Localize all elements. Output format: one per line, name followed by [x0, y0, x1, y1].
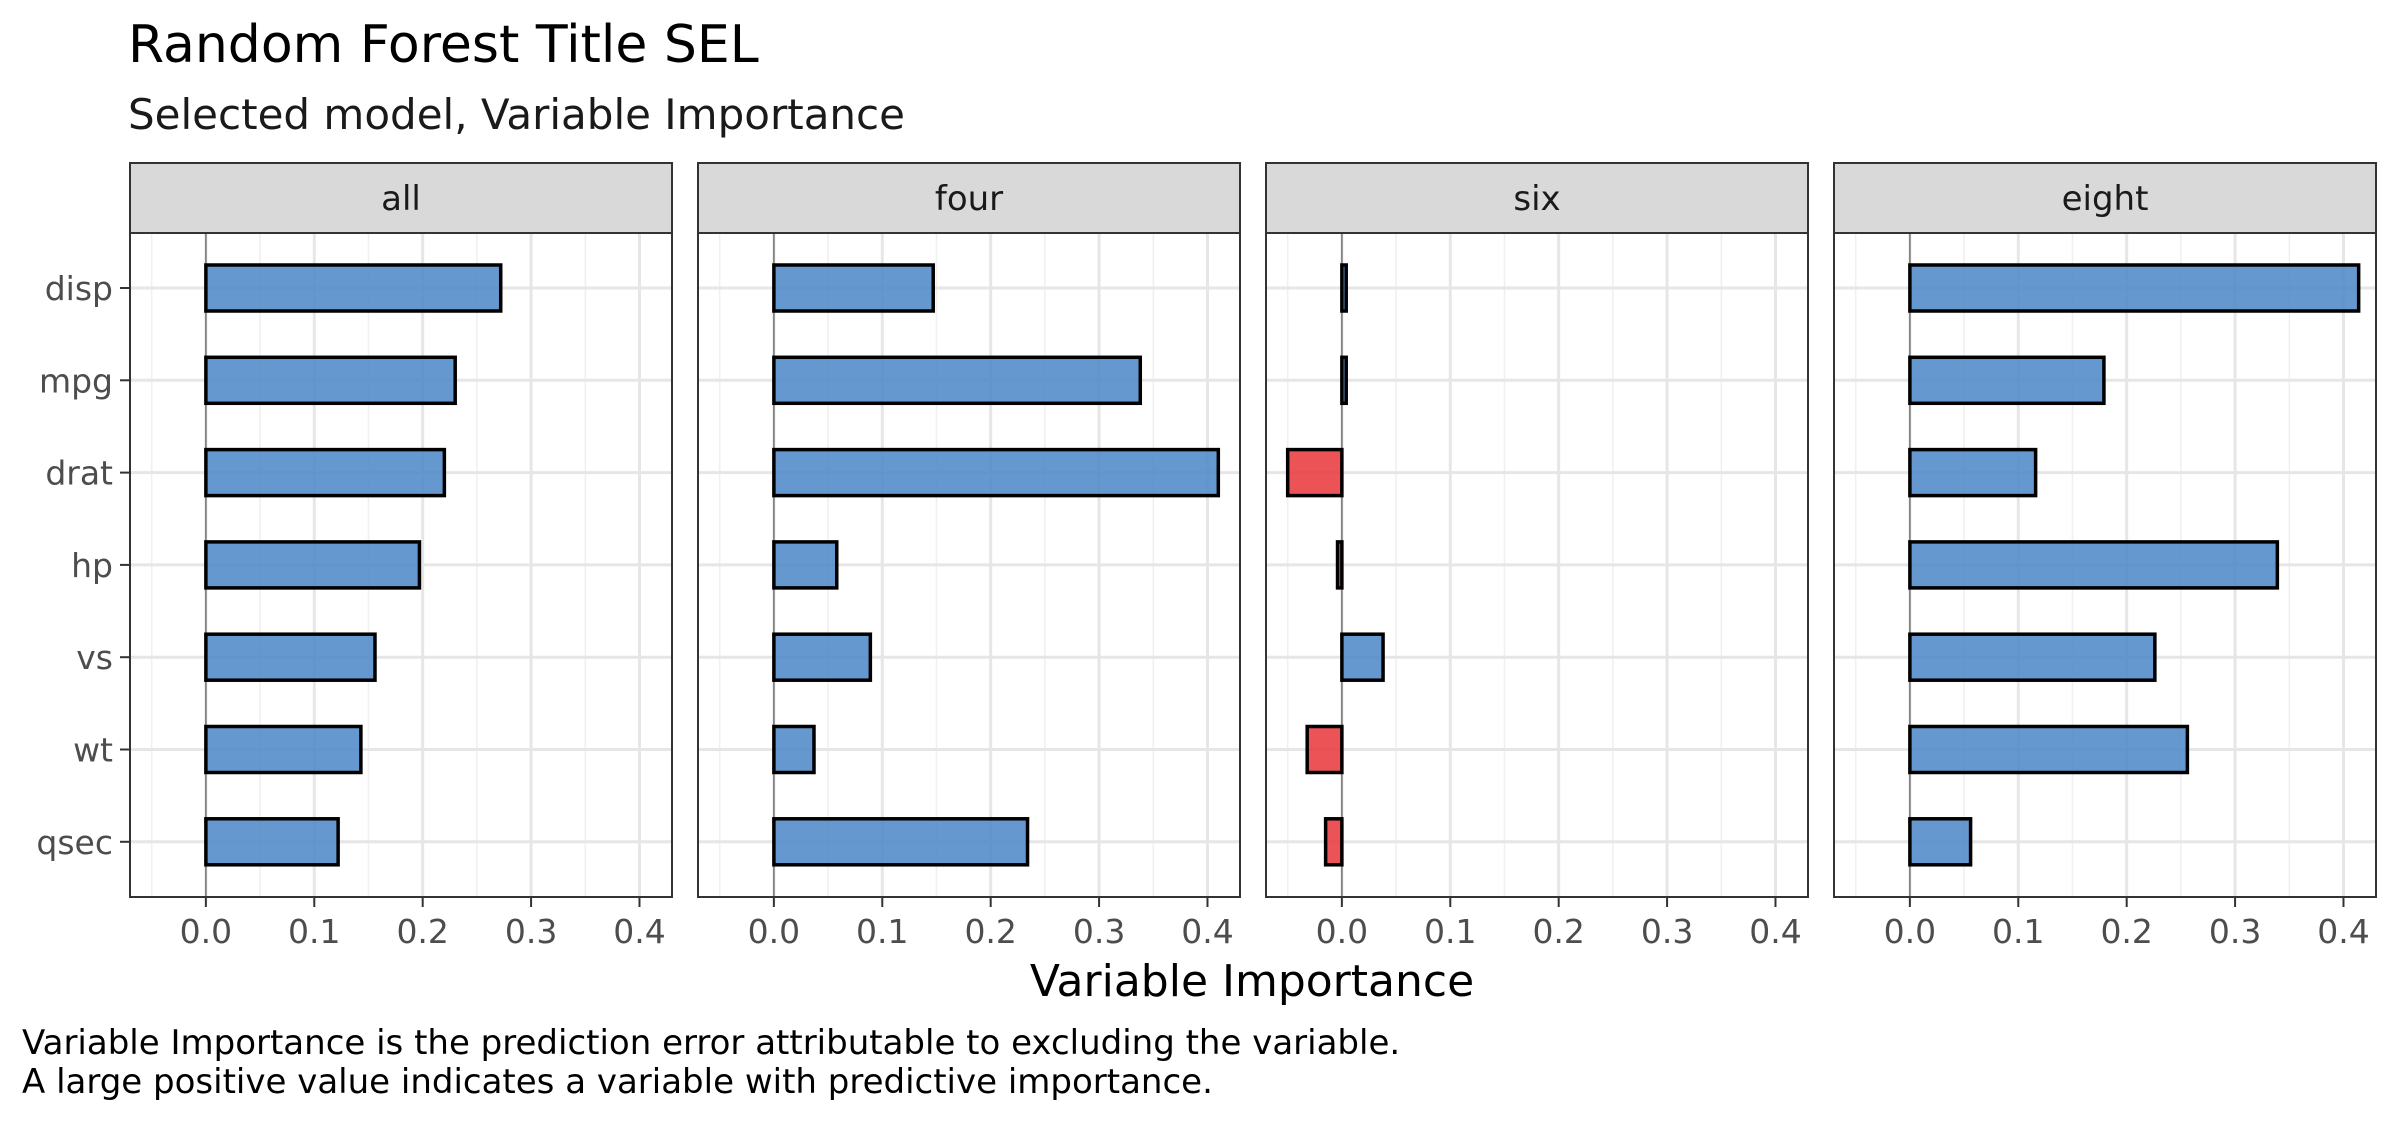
x-tick-label: 0.4	[613, 912, 665, 951]
panel-eight: eight 0.0 0.1 0.2 0.3 0.4	[1833, 162, 2377, 951]
x-tick-label: 0.1	[1992, 912, 2044, 951]
x-tick-label: 0.2	[396, 912, 448, 951]
bar-six-vs	[1340, 632, 1385, 682]
x-tick-label: 0.2	[964, 912, 1016, 951]
x-tick-label: 0.4	[2317, 912, 2369, 951]
bar-all-mpg	[204, 355, 457, 406]
bar-all-hp	[204, 540, 422, 590]
y-tick-label-disp: disp	[45, 269, 113, 308]
x-tick-label: 0.2	[1532, 912, 1584, 951]
strip-label-all: all	[381, 179, 421, 219]
x-tick-label: 0.1	[288, 912, 340, 951]
bar-eight-wt	[1908, 724, 2190, 775]
panel-six: six 0.0 0.1 0.2 0.3 0.4	[1265, 162, 1809, 951]
y-tick-label-hp: hp	[71, 546, 113, 585]
x-tick-label: 0.0	[180, 912, 232, 951]
x-tick-label: 0.0	[748, 912, 800, 951]
x-tick-label: 0.1	[1424, 912, 1476, 951]
chart-subtitle: Selected model, Variable Importance	[128, 90, 905, 139]
y-tick-label-qsec: qsec	[36, 823, 113, 862]
bar-eight-disp	[1908, 263, 2361, 313]
x-tick-label: 0.3	[505, 912, 557, 951]
bar-all-vs	[204, 632, 377, 682]
strip-six	[1265, 162, 1809, 234]
x-tick-label: 0.0	[1884, 912, 1936, 951]
y-tick-label-vs: vs	[76, 638, 113, 677]
x-tick-label: 0.3	[1641, 912, 1693, 951]
caption-line-1: Variable Importance is the prediction er…	[22, 1023, 1400, 1063]
strip-all	[129, 162, 673, 234]
x-tick-label: 0.4	[1181, 912, 1233, 951]
strip-four	[697, 162, 1241, 234]
bar-four-vs	[772, 632, 873, 682]
x-tick-label: 0.2	[2100, 912, 2152, 951]
x-tick-label: 0.4	[1749, 912, 1801, 951]
bar-eight-hp	[1908, 540, 2280, 590]
bar-six-disp	[1340, 263, 1348, 313]
y-tick-label-drat: drat	[45, 454, 113, 493]
bar-four-mpg	[772, 355, 1143, 406]
x-tick-label: 0.3	[2209, 912, 2261, 951]
panel-all: all 0.0 0.1 0.2 0.3 0.4	[129, 162, 673, 951]
bar-four-qsec	[772, 817, 1030, 867]
bar-all-wt	[204, 724, 363, 775]
strip-label-six: six	[1513, 179, 1560, 219]
caption-line-2: A large positive value indicates a varia…	[22, 1062, 1213, 1102]
y-tick-label-wt: wt	[73, 731, 113, 770]
panel-four: four 0.0 0.1 0.2 0.3 0.4	[697, 162, 1241, 951]
bar-eight-drat	[1908, 447, 2038, 498]
bar-six-wt	[1305, 724, 1344, 775]
y-tick-label-mpg: mpg	[39, 361, 113, 400]
strip-eight	[1833, 162, 2377, 234]
bar-six-hp	[1335, 540, 1344, 590]
bar-eight-mpg	[1908, 355, 2106, 406]
bar-six-qsec	[1323, 817, 1344, 867]
bar-six-drat	[1285, 447, 1344, 498]
y-axis-labels: disp mpg drat hp vs wt qsec	[36, 269, 130, 862]
bar-eight-vs	[1908, 632, 2157, 682]
bar-six-mpg	[1340, 355, 1348, 406]
bar-four-drat	[772, 447, 1221, 498]
bar-eight-qsec	[1908, 817, 1973, 867]
strip-label-four: four	[935, 179, 1003, 219]
bar-all-qsec	[204, 817, 340, 867]
bar-four-wt	[772, 724, 816, 775]
chart-title: Random Forest Title SEL	[128, 15, 759, 75]
x-tick-label: 0.3	[1073, 912, 1125, 951]
strip-label-eight: eight	[2062, 179, 2149, 219]
bar-all-disp	[204, 263, 503, 313]
x-tick-label: 0.0	[1316, 912, 1368, 951]
bar-four-hp	[772, 540, 839, 590]
x-axis-title: Variable Importance	[1030, 956, 1474, 1007]
bar-four-disp	[772, 263, 935, 313]
bar-all-drat	[204, 447, 447, 498]
x-tick-label: 0.1	[856, 912, 908, 951]
